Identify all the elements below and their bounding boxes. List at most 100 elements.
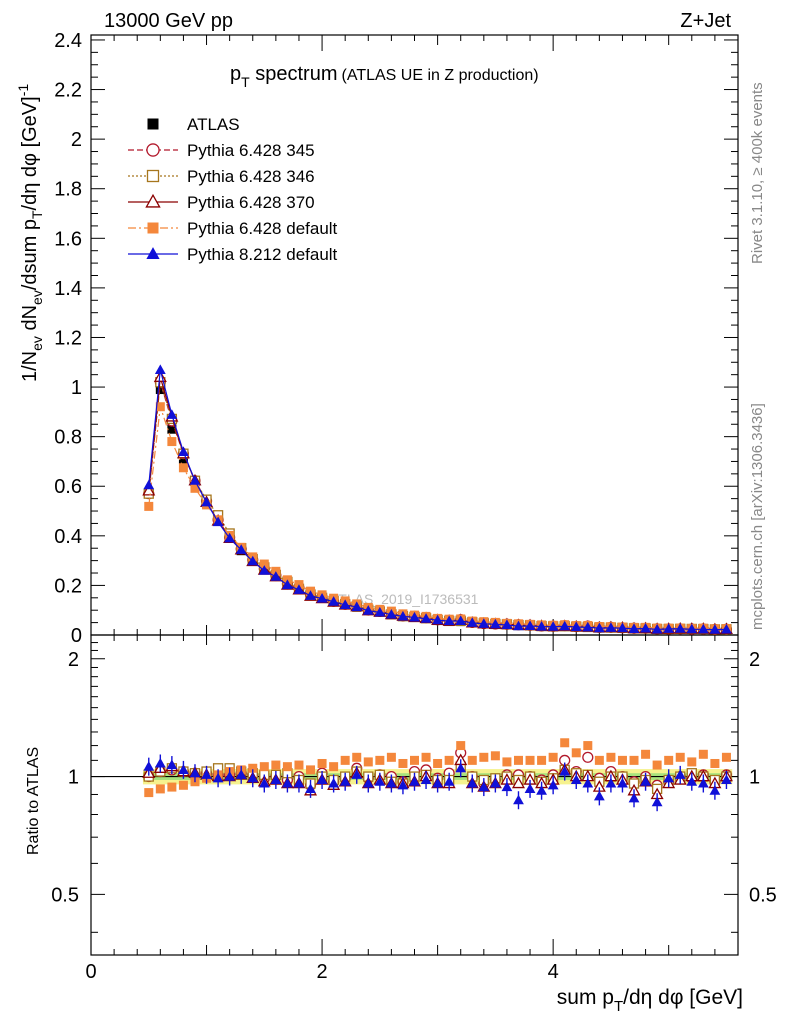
pythia-8-212-default-ratio-point — [570, 774, 582, 785]
pythia-8-212-default-ratio-point — [385, 777, 397, 788]
pythia-8-212-default-ratio-point — [617, 777, 628, 788]
pythia-6-428-default-ratio-point — [248, 763, 258, 773]
pythia-6-428-default-main-point — [190, 483, 200, 493]
pythia-8-212-default-ratio-point — [362, 777, 374, 788]
y-tick-label-ratio-right: 1 — [749, 767, 760, 789]
pythia-8-212-default-ratio-point — [328, 777, 340, 788]
pythia-8-212-default-ratio-point — [709, 785, 721, 795]
pythia-6-428-default-main-point — [178, 463, 188, 473]
legend-marker-pythia-8-212-default — [146, 247, 160, 259]
pythia-8-212-default-main-point — [397, 610, 409, 621]
pythia-6-428-default-ratio-point — [594, 755, 604, 765]
pythia-8-212-default-main-point — [605, 622, 617, 632]
legend-label-pythia-6-428-370: Pythia 6.428 370 — [187, 193, 315, 212]
pythia-8-212-default-ratio-point — [559, 765, 571, 776]
pythia-8-212-default-main-point — [663, 623, 675, 633]
pythia-8-212-default-ratio-point — [305, 783, 316, 793]
pythia-8-212-default-ratio-point — [316, 774, 328, 785]
y-tick-label-main: 2 — [71, 129, 82, 151]
title-sub: T — [241, 74, 250, 90]
pythia-8-212-default-main-point — [570, 621, 582, 632]
pythia-6-428-default-main-point — [259, 559, 269, 569]
pythia-6-428-370-main-point — [142, 483, 156, 496]
pythia-8-212-default-ratio-point — [455, 762, 467, 773]
pythia-6-428-default-ratio-point — [306, 765, 316, 775]
pythia-8-212-default-main-point — [582, 621, 594, 632]
pythia-6-428-default-main-point — [155, 402, 165, 412]
pythia-8-212-default-ratio-point — [166, 759, 178, 770]
y-tick-label-main: 0.4 — [54, 526, 82, 548]
legend-marker-pythia-6-428-370 — [145, 193, 161, 208]
y-tick-label-main: 2.4 — [54, 30, 82, 52]
pythia-6-428-default-ratio-point — [363, 757, 373, 767]
y-tick-label-main: 0.6 — [54, 476, 82, 498]
pythia-8-212-default-ratio-point — [697, 777, 709, 788]
pythia-8-212-default-main-point — [178, 446, 189, 456]
pythia-8-212-default-ratio-point — [154, 757, 166, 768]
pythia-8-212-default-ratio-point — [282, 777, 293, 788]
legend-label-pythia-6-428-345: Pythia 6.428 345 — [187, 141, 315, 160]
pythia-8-212-default-ratio-point — [674, 769, 686, 779]
pythia-8-212-default-ratio-point — [628, 792, 640, 803]
pythia-8-212-default-main-point — [166, 409, 178, 419]
pythia-8-212-default-main-point — [617, 622, 628, 633]
x-tick-label: 2 — [317, 961, 328, 983]
pythia-6-428-345-ratio-point — [582, 751, 594, 763]
pythia-8-212-default-ratio-point — [397, 779, 409, 790]
pythia-8-212-default-ratio-point — [478, 781, 490, 792]
pythia-6-428-default-ratio-point — [664, 755, 674, 765]
pythia-8-212-default-ratio-point — [536, 785, 547, 795]
pythia-8-212-default-ratio-point — [663, 772, 675, 783]
pythia-8-212-default-main-point — [212, 516, 224, 527]
pythia-8-212-default-main-point — [721, 623, 732, 634]
pythia-8-212-default-main-point — [501, 619, 513, 630]
y-tick-label-main: 0.8 — [54, 427, 82, 449]
pythia-6-428-default-ratio-point — [317, 758, 327, 768]
legend-label-atlas: ATLAS — [187, 115, 240, 134]
atlas-data-point — [155, 385, 165, 395]
pythia-8-212-default-ratio-point — [351, 769, 363, 779]
pythia-6-428-default-ratio-point — [513, 755, 523, 765]
pythia-6-428-default-ratio-point — [444, 755, 454, 765]
atlas-data-point — [167, 424, 177, 434]
pythia-8-212-default-ratio-point — [143, 761, 155, 771]
pythia-8-212-default-ratio-point — [247, 772, 259, 783]
pythia-6-428-default-ratio-point — [502, 757, 512, 767]
pythia-8-212-default-main-point — [628, 623, 640, 633]
pythia-8-212-default-ratio-point — [212, 772, 224, 783]
y-tick-label-main: 1.8 — [54, 179, 82, 201]
pythia-8-212-default-ratio-point — [420, 774, 432, 785]
pythia-8-212-default-main-point — [154, 364, 166, 374]
pythia-6-428-default-ratio-point — [537, 755, 547, 765]
y-tick-label-ratio-right: 0.5 — [749, 884, 777, 906]
pythia-6-428-default-main-point — [167, 437, 177, 447]
pythia-8-212-default-main-point — [258, 565, 270, 575]
pythia-8-212-default-main-point — [201, 496, 212, 507]
pythia-6-428-default-main-point — [144, 501, 154, 511]
pythia-8-212-default-ratio-point — [443, 776, 455, 786]
plot-title: pT spectrum (ATLAS UE in Z production) — [230, 63, 539, 90]
pythia-8-212-default-ratio-point — [293, 777, 305, 788]
pythia-8-212-default-ratio-point — [524, 783, 536, 793]
y-tick-label-ratio-right: 2 — [749, 649, 760, 671]
pythia-8-212-default-ratio-point — [374, 776, 386, 786]
pythia-6-428-default-ratio-point — [641, 749, 651, 759]
mcplots-label: mcplots.cern.ch [arXiv:1306.3436] — [749, 403, 766, 630]
pythia-8-212-default-main-point — [524, 620, 536, 631]
pythia-6-428-default-ratio-point — [410, 755, 419, 765]
pythia-8-212-default-main-point — [305, 590, 316, 600]
legend-marker-atlas — [147, 118, 159, 130]
pythia-8-212-default-ratio-point — [339, 776, 351, 786]
pythia-8-212-default-main-point — [593, 622, 605, 633]
pythia-6-428-default-ratio-point — [375, 755, 385, 765]
rivet-label: Rivet 3.1.10, ≥ 400k events — [749, 82, 766, 264]
pythia-6-428-default-ratio-point — [386, 752, 396, 762]
pythia-8-212-default-main-point — [247, 555, 259, 566]
pythia-6-428-default-ratio-point — [710, 758, 720, 768]
title-rest: spectrum — [250, 63, 338, 85]
pythia-8-212-default-main-point — [420, 613, 432, 623]
pythia-6-428-default-ratio-point — [433, 758, 443, 768]
legend-marker-pythia-6-428-346 — [146, 169, 160, 183]
header-left: 13000 GeV pp — [104, 10, 233, 32]
